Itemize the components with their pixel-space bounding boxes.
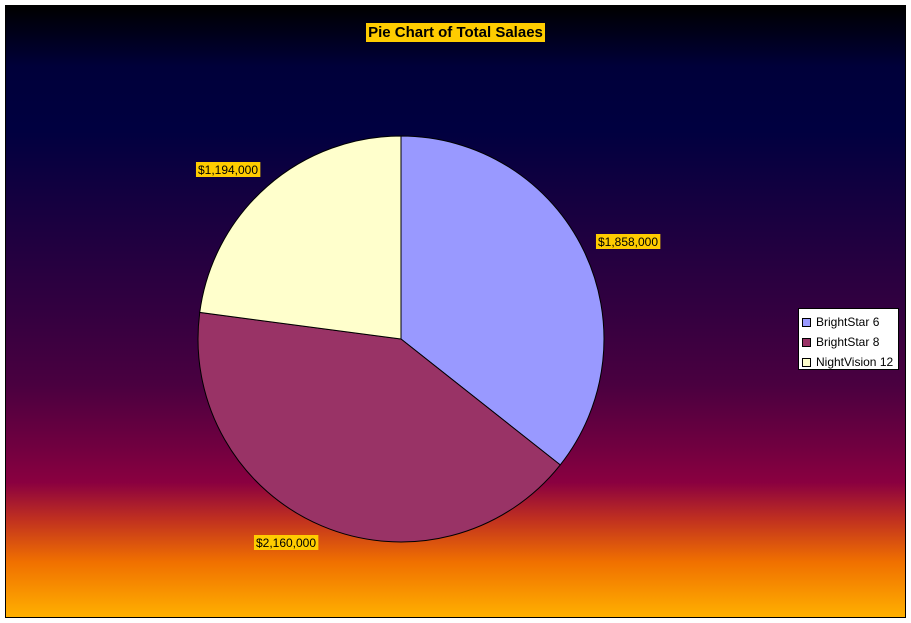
data-label-nightvision-12: $1,194,000	[195, 162, 261, 177]
legend-swatch-nightvision-12	[802, 357, 811, 367]
legend-swatch-brightstar-6	[802, 317, 811, 327]
data-label-text-nightvision-12: $1,194,000	[198, 163, 258, 177]
data-label-bg-brightstar-8	[253, 535, 319, 550]
pie-slice-brightstar-8	[197, 311, 561, 543]
chart-area: Pie Chart of Total Salaes $1,858,000 $2,1…	[5, 5, 906, 618]
data-label-bg-brightstar-6	[595, 234, 661, 249]
legend-label-brightstar-8: BrightStar 8	[816, 335, 880, 349]
pie-chart: $1,858,000 $2,160,000 $1,194,000	[195, 135, 661, 550]
legend-label-nightvision-12: NightVision 12	[816, 355, 894, 369]
pie-slice-nightvision-12	[199, 135, 402, 340]
legend-item-nightvision-12: NightVision 12	[802, 352, 898, 372]
pie-slice-brightstar-6	[400, 135, 605, 466]
chart-title-container: Pie Chart of Total Salaes	[6, 23, 905, 42]
data-label-bg-nightvision-12	[195, 162, 261, 177]
data-label-text-brightstar-6: $1,858,000	[598, 235, 658, 249]
data-label-text-brightstar-8: $2,160,000	[256, 536, 316, 550]
legend-swatch-brightstar-8	[802, 337, 811, 347]
legend: BrightStar 6 BrightStar 8 NightVision 12	[798, 308, 899, 370]
legend-label-brightstar-6: BrightStar 6	[816, 315, 880, 329]
legend-item-brightstar-8: BrightStar 8	[802, 332, 898, 352]
data-label-brightstar-6: $1,858,000	[595, 234, 661, 249]
legend-item-brightstar-6: BrightStar 6	[802, 312, 898, 332]
data-label-brightstar-8: $2,160,000	[253, 535, 319, 550]
chart-title: Pie Chart of Total Salaes	[366, 23, 545, 42]
